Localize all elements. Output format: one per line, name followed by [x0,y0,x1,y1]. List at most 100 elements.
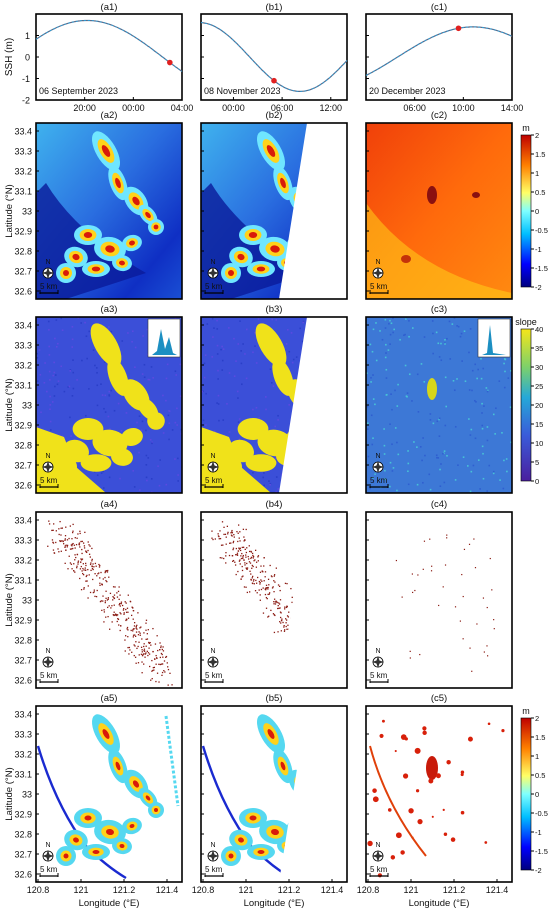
lat-axis-label: Latitude (°N) [4,767,15,820]
edge-pixel [127,646,129,649]
edge-pixel [279,589,281,592]
speckle [174,317,177,319]
edge-pixel [260,579,262,581]
edge-pixel [52,529,54,531]
speckle [476,377,478,380]
speckle [48,329,50,331]
edge-pixel [278,602,280,604]
speckle [390,322,393,325]
edge-pixel [147,652,150,654]
tidal-flat-peak [83,232,93,238]
edge-pixel [110,607,112,609]
speckle [453,317,456,319]
edge-pixel [76,565,78,567]
speckle [510,318,512,321]
edge-pixel [136,624,138,627]
colorbar-tick: 0 [535,207,539,216]
speckle [420,363,423,365]
speckle [203,362,206,365]
edge-pixel [126,628,128,630]
speckle [396,489,398,492]
compass-arrows [42,267,54,279]
edge-pixel [80,540,82,543]
map-panel: (a3) N 5 km [35,304,183,494]
speckle [177,457,179,460]
speckle [55,319,58,321]
lat-tick: 32.9 [14,810,32,820]
edge-pixel [454,606,457,608]
speckle [390,393,392,395]
speckle [94,364,96,367]
edge-pixel [286,605,288,607]
colorbar-tick: -1 [535,828,542,837]
edge-pixel [64,539,66,541]
edge-pixel [136,628,138,630]
lat-tick: 32.8 [14,830,32,840]
edge-pixel [148,642,150,645]
edge-pixel [119,605,121,607]
colorbar-tick: 2 [535,714,539,723]
map-panel: (c2) N 5 km [365,110,513,300]
edge-pixel [251,582,254,584]
colorbar-tick: 1 [535,752,539,761]
map-field [36,512,182,688]
ssh-panel: (c1) 06:00 10:00 14:00 20 December 2023 [365,2,523,113]
edge-pixel [140,653,143,655]
speckle [228,327,230,329]
speckle [131,330,134,333]
edge-pixel [264,588,267,591]
edge-pixel [287,624,289,626]
edge-pixel [230,532,232,534]
edge-pixel [249,562,252,564]
edge-pixel [139,632,141,634]
edge-pixel [62,540,64,542]
edge-pixel [220,544,223,546]
edge-pixel [118,604,120,606]
edge-pixel [131,606,133,608]
colorbar-title: m [522,123,530,133]
edge-pixel [92,563,94,565]
speckle [133,486,136,488]
panel-label: (b2) [266,110,283,121]
edge-pixel [266,587,268,589]
lat-tick: 33.2 [14,361,32,371]
edge-pixel [74,547,76,549]
ssh-xtick: 20:00 [73,103,96,113]
tidal-flat-peak [119,260,125,266]
speckle [375,359,378,362]
scale-label: 5 km [370,282,388,291]
speckle [438,356,441,358]
edge-pixel [69,525,72,527]
speckle [389,423,391,425]
panel-label: (a2) [101,110,118,121]
edge-pixel [58,551,60,553]
edge-pixel [225,536,227,538]
edge-pixel [259,581,261,584]
edge-pixel [140,626,142,628]
edge-pixel [73,563,75,565]
speckle [238,438,241,441]
edge-pixel [246,567,249,569]
speckle [108,394,111,397]
edge-pixel [279,607,281,609]
edge-pixel [119,602,121,605]
speckle [381,338,384,341]
edge-pixel [159,642,161,644]
speckle [102,487,105,489]
edge-pixel [103,621,105,623]
edge-pixel [133,622,136,624]
speckle [147,457,150,459]
edge-pixel [152,669,154,672]
edge-pixel [59,520,61,523]
speckle [36,426,39,428]
edge-pixel [156,672,159,674]
speckle [411,400,413,402]
edge-pixel [139,627,141,629]
edge-pixel [101,584,103,586]
edge-pixel [273,575,275,577]
lon-tick: 120.8 [192,885,215,895]
speckle [145,429,147,432]
speckle [393,328,395,331]
speckle [240,362,243,365]
ssh-marker [167,59,173,66]
